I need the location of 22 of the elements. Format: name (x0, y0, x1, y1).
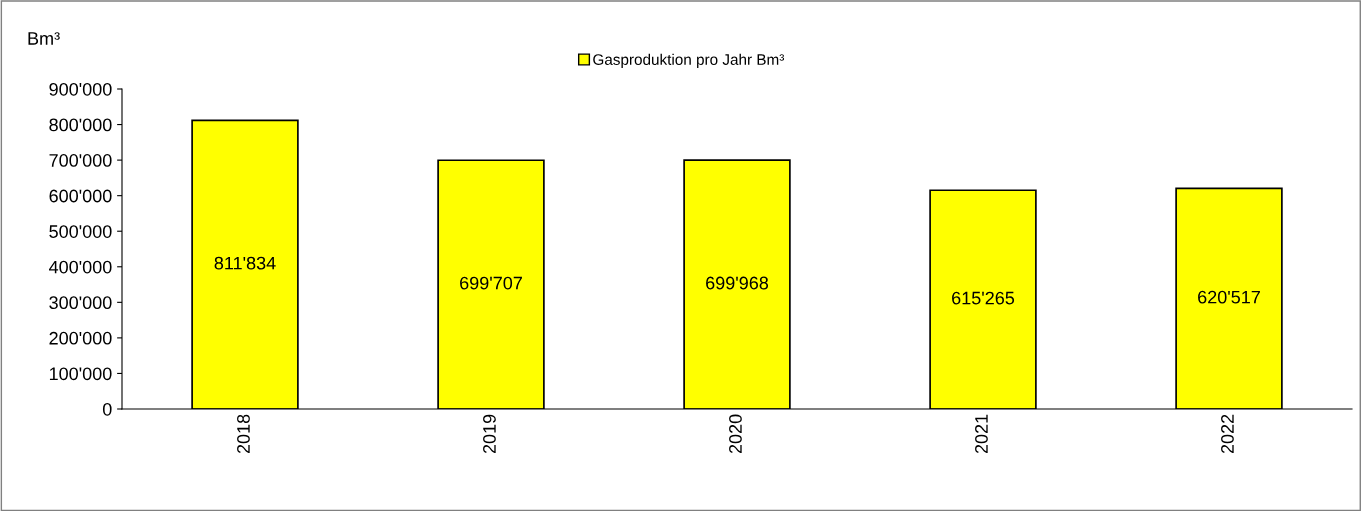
y-tick-label: 300'000 (49, 296, 112, 310)
y-tick-label: 400'000 (49, 260, 112, 274)
data-label: 699'968 (706, 276, 769, 290)
legend-label: Gasproduktion pro Jahr Bm³ (593, 53, 785, 68)
data-label: 811'834 (214, 256, 276, 270)
data-label: 699'707 (460, 276, 522, 290)
y-axis-title: Bm³ (28, 32, 60, 45)
y-tick-label: 600'000 (49, 189, 112, 203)
y-tick-label: 200'000 (49, 331, 112, 345)
y-tick-label: 900'000 (49, 82, 112, 96)
y-tick-label: 100'000 (49, 367, 112, 381)
x-tick-label: 2019 (483, 414, 496, 454)
y-tick-label: 0 (102, 402, 112, 416)
x-tick-label: 2022 (1221, 414, 1234, 454)
y-tick-label: 500'000 (49, 225, 112, 238)
y-tick-label: 700'000 (49, 154, 112, 167)
x-tick-label: 2021 (975, 414, 988, 454)
data-label: 615'265 (952, 291, 1015, 305)
data-label: 620'517 (1198, 290, 1260, 304)
y-tick-label: 800'000 (49, 118, 112, 132)
x-tick-label: 2020 (729, 414, 742, 454)
x-tick-label: 2018 (237, 414, 250, 454)
